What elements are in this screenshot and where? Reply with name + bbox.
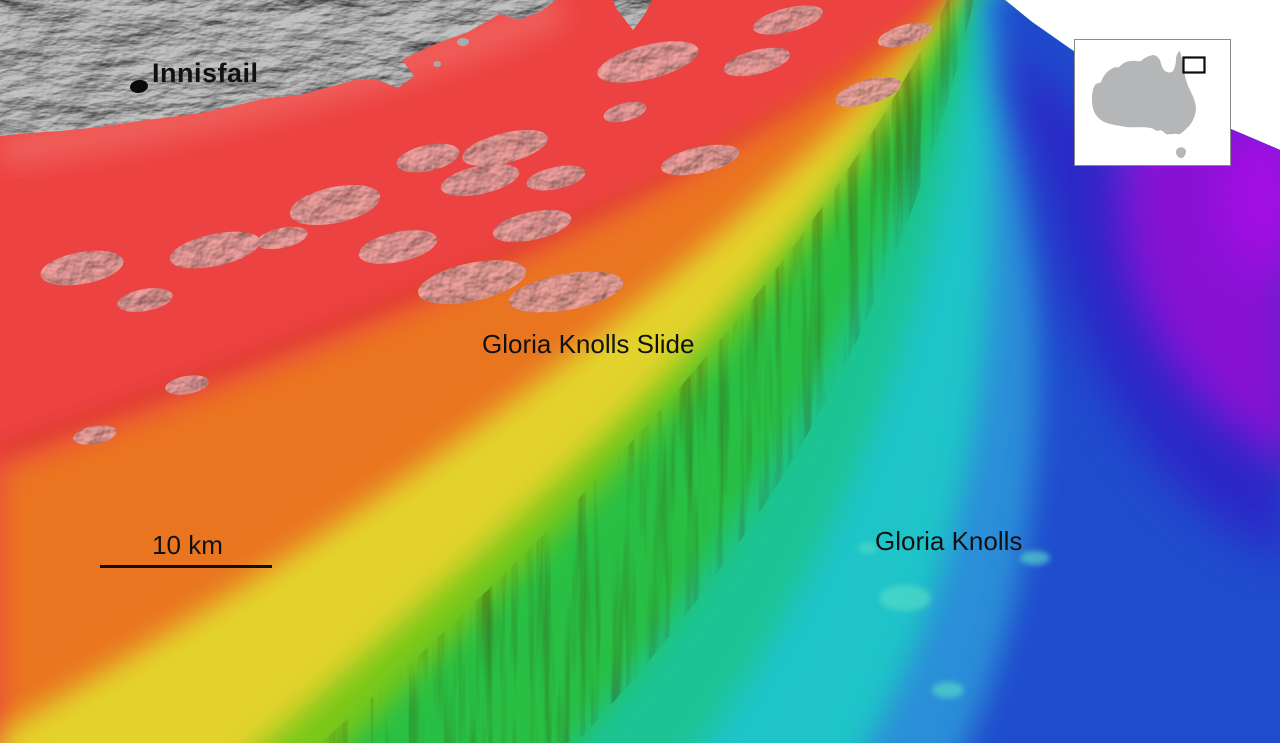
band-magenta-hotspot: [1217, 120, 1280, 270]
islet: [457, 38, 469, 46]
inset-highlight-box: [1182, 56, 1206, 74]
label-gloria-knolls-slide: Gloria Knolls Slide: [482, 329, 695, 359]
australia-silhouette: [1091, 51, 1196, 135]
mainland-hillshade: [0, 0, 556, 136]
town-label-innisfail: Innisfail: [152, 58, 259, 88]
australia-inset-map: [1074, 39, 1231, 166]
gloria-knolls-mounds: [858, 543, 1050, 698]
islet: [433, 61, 441, 67]
shelf-reef-patches: [40, 5, 933, 445]
scale-bar: 10 km: [100, 530, 275, 568]
scale-bar-line: [100, 565, 272, 568]
label-gloria-knolls: Gloria Knolls: [875, 526, 1023, 556]
australia-inset-svg: [1091, 51, 1206, 159]
scale-bar-label: 10 km: [152, 530, 223, 560]
land-region: [0, 0, 652, 136]
slide-scarp-gully-texture: [300, 0, 975, 743]
tasmania-silhouette: [1176, 147, 1186, 159]
coastal-peaks: [613, 0, 652, 30]
